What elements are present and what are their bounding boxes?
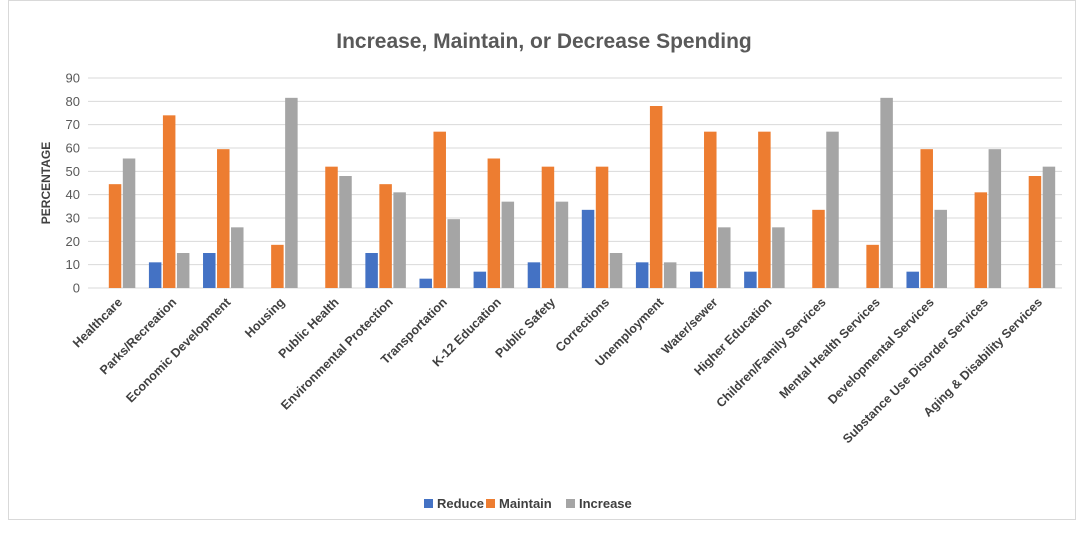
bar-increase [555,201,569,288]
x-tick-label: Environmental Protection [278,295,395,412]
x-tick-label: Developmental Services [825,295,937,407]
legend: Reduce Maintain Increase [424,496,632,511]
y-tick-label: 70 [66,117,80,132]
legend-label-increase: Increase [579,496,632,511]
bar-maintain [108,184,122,288]
x-tick-label: Aging & Disability Services [921,295,1045,419]
legend-label-reduce: Reduce [437,496,484,511]
bar-increase [663,262,677,288]
bar-reduce [473,271,487,288]
legend-swatch-reduce [424,499,433,508]
bar-increase [772,227,785,288]
bar-maintain [758,131,771,288]
y-tick-label: 40 [66,187,80,202]
bar-reduce [527,262,541,288]
bar-increase [393,192,406,288]
bar-maintain [433,131,446,288]
bar-maintain [649,106,663,288]
y-tick-label: 60 [66,141,80,156]
y-axis-label: PERCENTAGE [39,142,53,224]
bar-increase [501,201,515,288]
chart-title: Increase, Maintain, or Decrease Spending [336,30,751,53]
bar-increase [122,158,136,288]
bars [108,97,1056,288]
x-tick-label: Housing [242,295,287,340]
bar-increase [1042,166,1056,288]
bar-reduce [419,278,432,288]
bar-increase [988,149,1002,288]
bar-maintain [325,166,338,288]
bar-increase [285,97,298,288]
bar-reduce [744,271,757,288]
x-tick-label: Mental Health Services [777,295,883,401]
bar-maintain [866,244,879,288]
bar-reduce [690,271,703,288]
bar-reduce [365,253,378,288]
bar-maintain [1028,176,1042,288]
y-tick-label: 50 [66,164,80,179]
bar-increase [176,253,190,288]
bar-maintain [974,192,988,288]
bar-maintain [271,244,284,288]
y-tick-label: 0 [73,281,80,296]
bar-increase [880,97,893,288]
x-tick-label: Economic Development [123,295,234,406]
bar-maintain [379,184,392,288]
bar-increase [718,227,731,288]
bar-increase [339,176,352,288]
bar-reduce [635,262,649,288]
bar-maintain [162,115,176,288]
bar-reduce [906,271,919,288]
gridlines [88,77,1062,289]
y-tick-label: 20 [66,234,80,249]
bar-reduce [203,253,216,288]
bar-maintain [541,166,555,288]
bar-maintain [487,158,501,288]
bar-maintain [595,166,609,288]
y-axis-ticks: 0 10 20 30 40 50 60 70 80 90 [66,71,80,296]
legend-swatch-maintain [486,499,495,508]
bar-increase [934,209,947,288]
bar-reduce [148,262,162,288]
bar-maintain [812,209,825,288]
x-tick-label: Healthcare [70,295,125,350]
y-tick-label: 30 [66,211,80,226]
bar-maintain [217,149,230,288]
bar-increase [231,227,244,288]
x-tick-label: Children/Family Services [714,295,829,410]
bar-maintain [704,131,717,288]
y-tick-label: 10 [66,257,80,272]
y-tick-label: 80 [66,94,80,109]
bar-increase [447,219,460,288]
legend-swatch-increase [566,499,575,508]
bar-reduce [581,209,595,288]
bar-increase [826,131,839,288]
bar-maintain [920,149,933,288]
y-tick-label: 90 [66,71,80,86]
bar-increase [609,253,623,288]
legend-label-maintain: Maintain [499,496,552,511]
x-tick-label: Corrections [553,295,613,355]
